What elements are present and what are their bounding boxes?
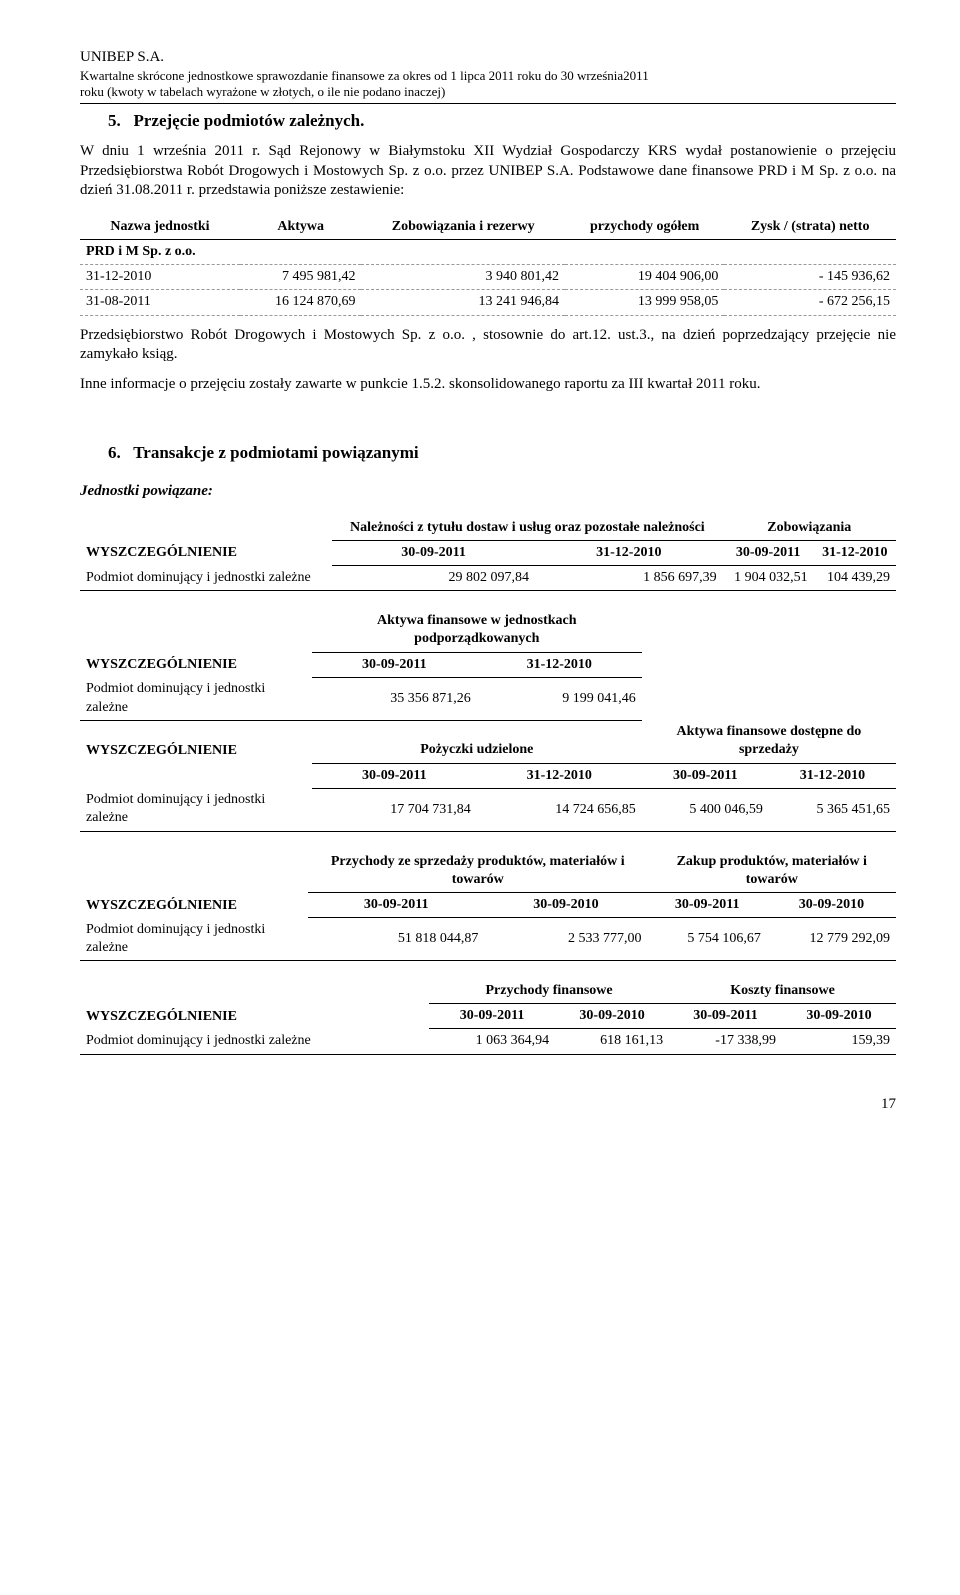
section-6-heading: Transakcje z podmiotami powiązanymi [133,443,418,462]
col-aktywa: Aktywa [240,215,362,240]
section-5-title: 5. Przejęcie podmiotów zależnych. [108,110,896,132]
table-prd-summary: Nazwa jednostki Aktywa Zobowiązania i re… [80,215,896,316]
entity-name: PRD i M Sp. z o.o. [80,240,240,265]
table-naleznosci: WYSZCZEGÓLNIENIE Należności z tytułu dos… [80,516,896,592]
group-aktywa-sprzedaz: Aktywa finansowe dostępne do sprzedaży [642,720,896,763]
header-line-2: roku (kwoty w tabelach wyrażone w złotyc… [80,84,896,104]
group-przychody-sprzedaz: Przychody ze sprzedaży produktów, materi… [308,850,648,893]
table-row: Podmiot dominujący i jednostki zależne 1… [80,1029,896,1054]
group-naleznosci: Należności z tytułu dostaw i usług oraz … [332,516,722,541]
page-number: 17 [80,1095,896,1115]
header-line-1: Kwartalne skrócone jednostkowe sprawozda… [80,68,896,85]
group-zobowiazania: Zobowiązania [723,516,896,541]
col-wyszcz: WYSZCZEGÓLNIENIE [80,516,332,566]
table-przychody-finansowe: WYSZCZEGÓLNIENIE Przychody finansowe Kos… [80,979,896,1055]
document-header: UNIBEP S.A. Kwartalne skrócone jednostko… [80,48,896,104]
group-pozyczki: Pożyczki udzielone [312,720,642,763]
company-name: UNIBEP S.A. [80,48,896,68]
section-6-subtitle: Jednostki powiązane: [80,482,896,502]
col-zob: Zobowiązania i rezerwy [361,215,565,240]
table-row: Podmiot dominujący i jednostki zależne 2… [80,566,896,591]
section-6-num: 6. [108,443,121,462]
table-row: 31-08-2011 16 124 870,69 13 241 946,84 1… [80,290,896,315]
section-5-p2: Przedsiębiorstwo Robót Drogowych i Mosto… [80,326,896,365]
group-przychody-fin: Przychody finansowe [429,979,669,1004]
col-zysk: Zysk / (strata) netto [724,215,896,240]
section-6-title: 6. Transakcje z podmiotami powiązanymi [108,442,896,464]
group-aktywa-jednostki: Aktywa finansowe w jednostkach podporząd… [312,609,642,652]
section-5-num: 5. [108,111,121,130]
section-5-heading: Przejęcie podmiotów zależnych. [134,111,365,130]
table-przychody-sprzedaz: WYSZCZEGÓLNIENIE Przychody ze sprzedaży … [80,850,896,961]
group-zakup: Zakup produktów, materiałów i towarów [648,850,896,893]
table-row: 31-12-2010 7 495 981,42 3 940 801,42 19 … [80,265,896,290]
col-nazwa: Nazwa jednostki [80,215,240,240]
section-5-p1: W dniu 1 września 2011 r. Sąd Rejonowy w… [80,142,896,201]
col-przy: przychody ogółem [565,215,724,240]
group-koszty-fin: Koszty finansowe [669,979,896,1004]
table-aktywa-finansowe: WYSZCZEGÓLNIENIE Aktywa finansowe w jedn… [80,609,896,831]
table-row: Podmiot dominujący i jednostki zależne 3… [80,677,896,720]
table-row: Podmiot dominujący i jednostki zależne 1… [80,788,896,831]
section-5-p3: Inne informacje o przejęciu zostały zawa… [80,375,896,395]
table-row: Podmiot dominujący i jednostki zależne 5… [80,918,896,961]
